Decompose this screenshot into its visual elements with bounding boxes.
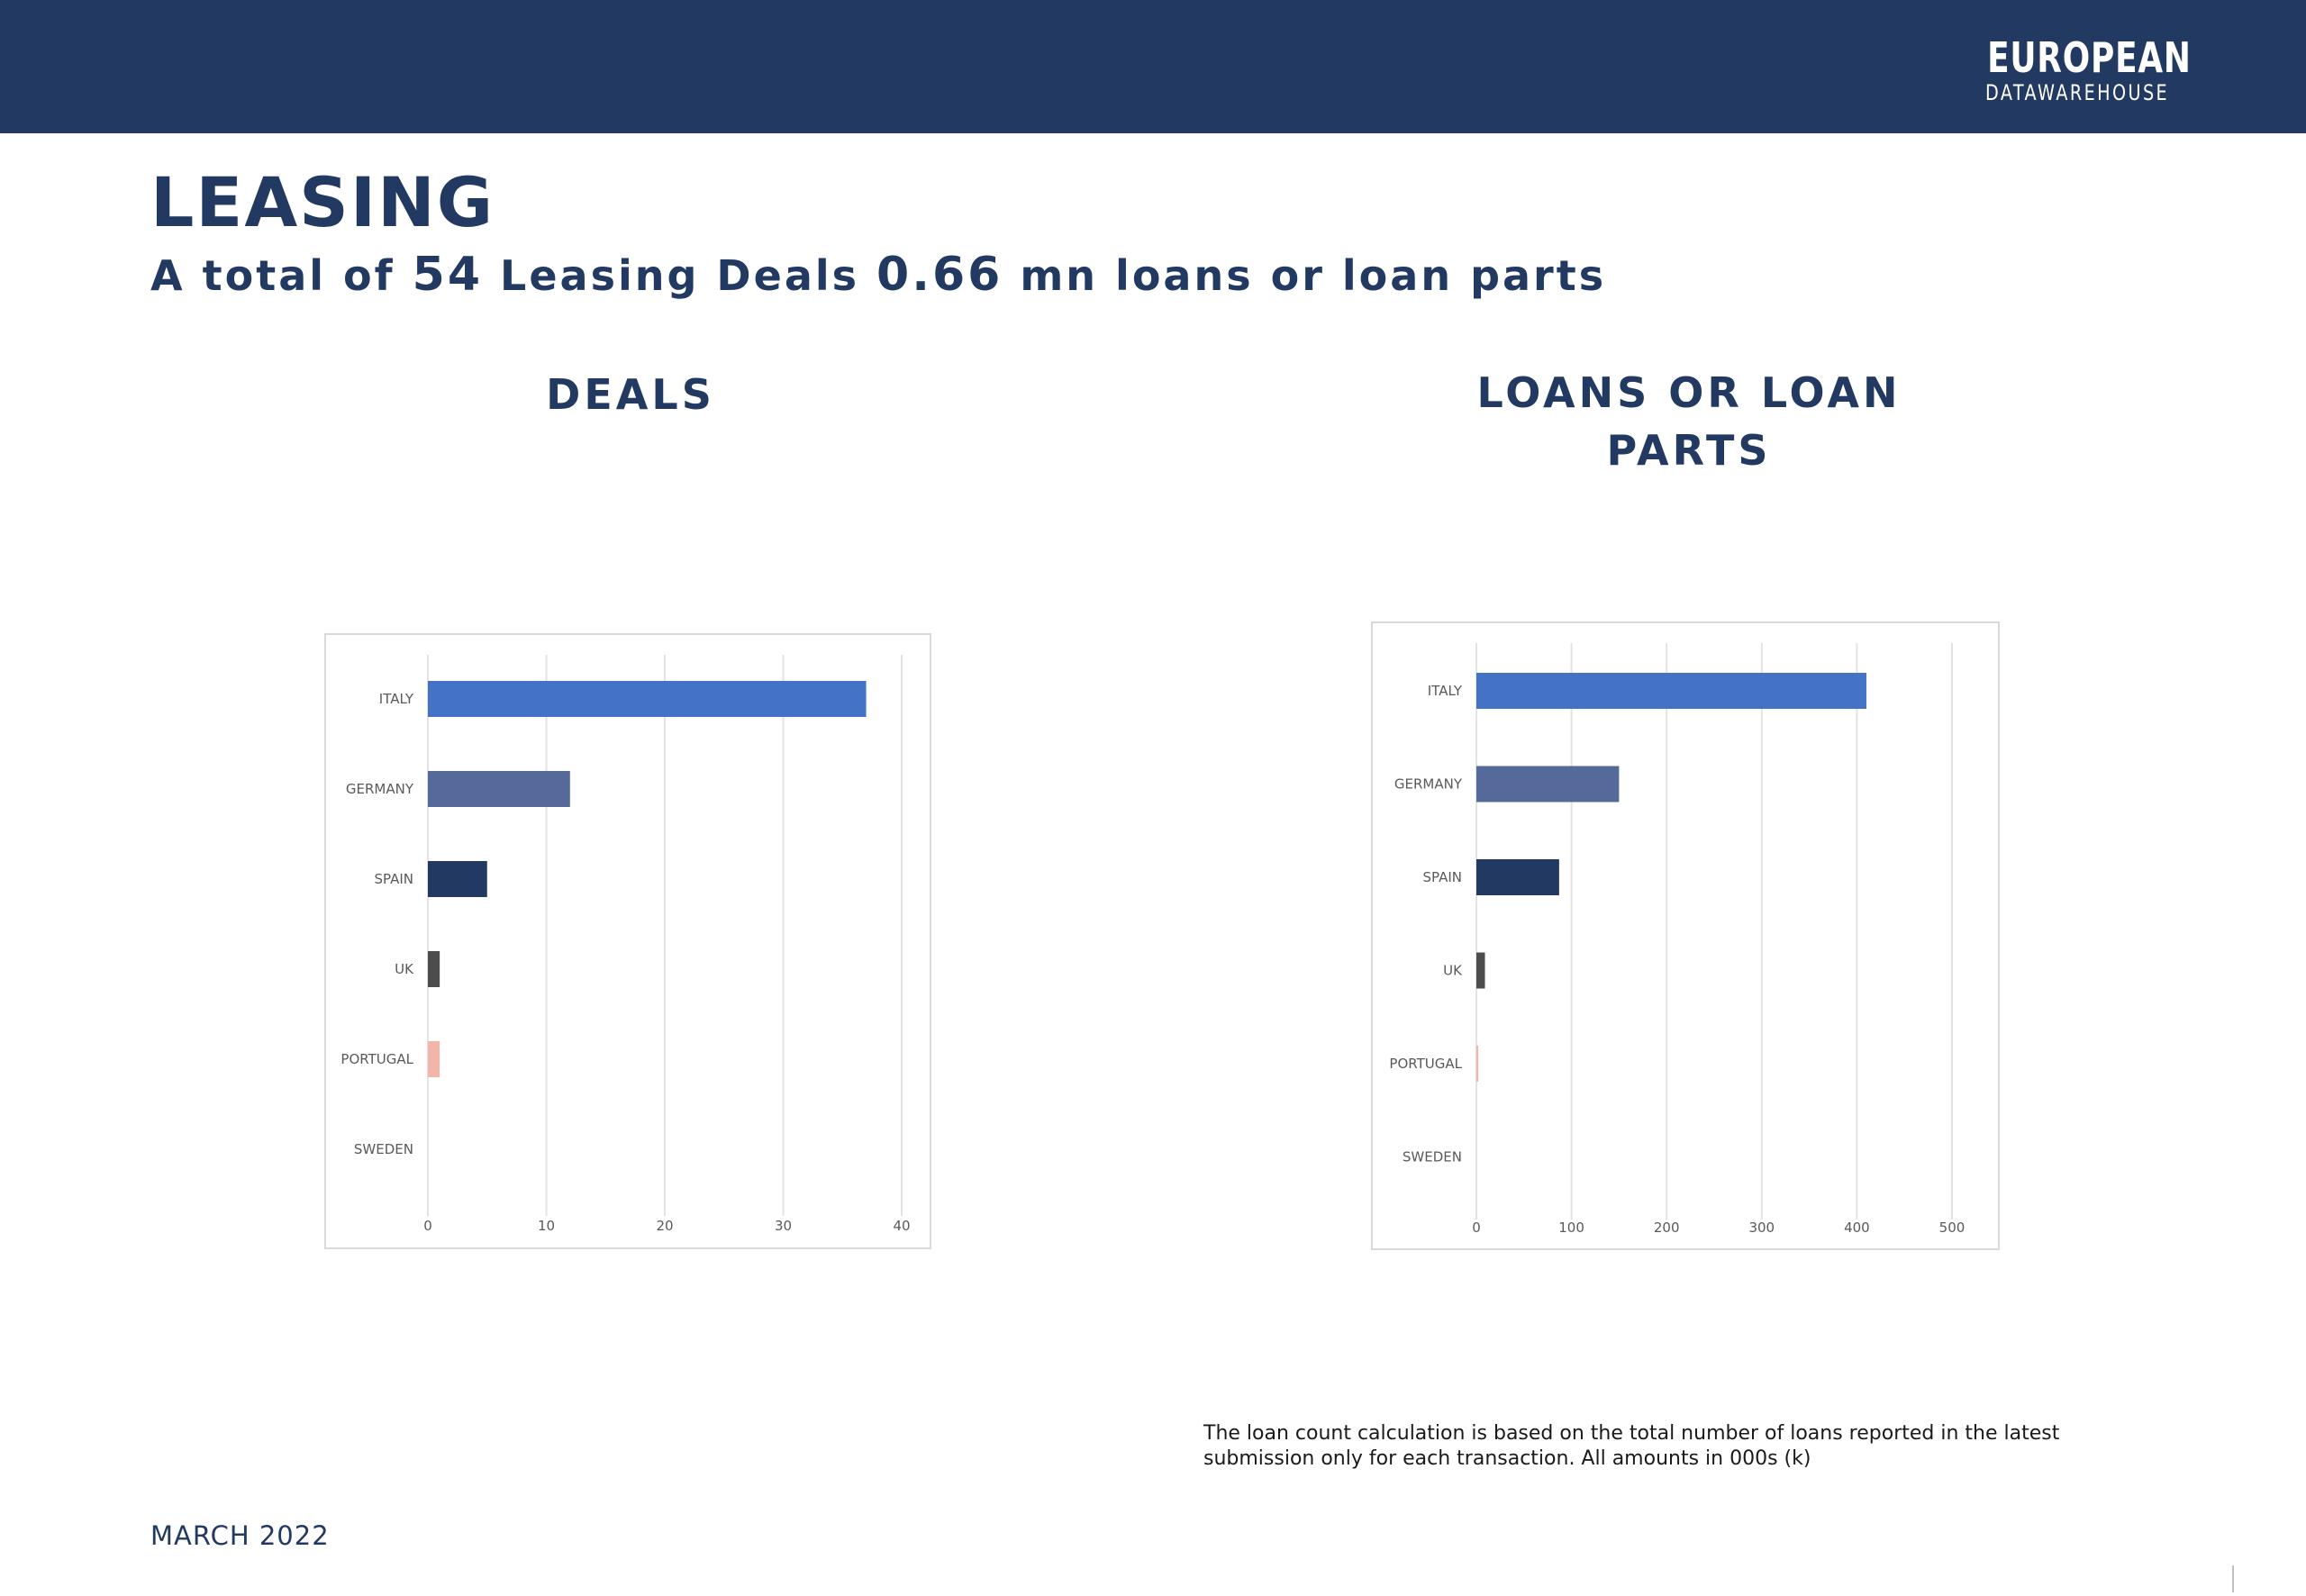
summary-subtitle: A total of 54 Leasing Deals 0.66 mn loan…: [150, 248, 1606, 303]
deals-category-label-italy: ITALY: [379, 691, 414, 707]
loans-tick-label-3: 300: [1748, 1220, 1775, 1236]
footnote: The loan count calculation is based on t…: [1203, 1422, 2060, 1470]
deals-category-label-spain: SPAIN: [374, 871, 413, 887]
loans-count: 0.66: [876, 248, 1003, 302]
subtitle-prefix: A total of: [150, 251, 395, 300]
loans-tick-label-4: 400: [1844, 1220, 1870, 1236]
deals-tick-label-1: 10: [538, 1218, 555, 1234]
loans-category-label-germany: GERMANY: [1394, 776, 1463, 793]
deals-bar-portugal: [428, 1041, 440, 1077]
loans-chart-svg: 0 100 200 300 400 500 ITALY GERMANY SPAIN UK PORTU…: [1389, 643, 1966, 1236]
page-title: LEASING: [150, 162, 495, 242]
header-bar: EUROPEAN DATAWAREHOUSE: [0, 0, 2306, 133]
deals-chart: 0 10 20 30 40 ITALY GERMANY SPAIN UK PORTUGAL SWED…: [324, 633, 931, 1249]
deals-tick-label-0: 0: [423, 1218, 432, 1234]
deals-bar-germany: [428, 771, 570, 807]
deals-bar-uk: [428, 951, 440, 987]
loans-bar-uk: [1476, 952, 1485, 989]
loans-chart-title: LOANS OR LOAN PARTS: [1476, 368, 1902, 475]
loans-category-label-uk: UK: [1443, 963, 1463, 979]
logo-text-bottom: DATAWAREHOUSE: [1985, 80, 2170, 105]
deals-bar-italy: [428, 681, 867, 717]
report-date: MARCH 2022: [150, 1520, 330, 1551]
loans-category-label-spain: SPAIN: [1422, 869, 1462, 885]
company-logo: EUROPEAN DATAWAREHOUSE: [1966, 33, 2192, 105]
logo-text-top: EUROPEAN: [1987, 33, 2192, 82]
deals-tick-label-3: 30: [775, 1218, 792, 1234]
deals-bar-spain: [428, 861, 487, 897]
loans-tick-label-2: 200: [1654, 1220, 1680, 1236]
deals-count: 54: [412, 248, 484, 302]
deals-tick-label-4: 40: [893, 1218, 910, 1234]
loans-bar-portugal: [1476, 1046, 1479, 1082]
loans-bar-germany: [1476, 766, 1620, 803]
deals-tick-label-2: 20: [656, 1218, 673, 1234]
deals-category-label-portugal: PORTUGAL: [340, 1051, 413, 1067]
loans-category-label-portugal: PORTUGAL: [1389, 1056, 1462, 1072]
loans-bar-italy: [1476, 673, 1866, 709]
deals-category-label-uk: UK: [395, 961, 414, 977]
deals-category-label-germany: GERMANY: [346, 781, 414, 797]
loans-tick-label-1: 100: [1558, 1220, 1584, 1236]
loans-category-label-sweden: SWEDEN: [1403, 1149, 1462, 1165]
subtitle-middle: Leasing Deals: [500, 251, 860, 300]
loans-tick-label-5: 500: [1939, 1220, 1966, 1236]
deals-chart-svg: 0 10 20 30 40 ITALY GERMANY SPAIN UK PORTUGAL SWED…: [340, 655, 911, 1234]
loans-chart: 0 100 200 300 400 500 ITALY GERMANY SPAIN UK PORTU…: [1371, 621, 2000, 1250]
loans-bar-spain: [1476, 859, 1559, 895]
loans-tick-label-0: 0: [1472, 1220, 1481, 1236]
deals-chart-title: DEALS: [546, 370, 715, 419]
subtitle-suffix: mn loans or loan parts: [1020, 251, 1607, 300]
page-divider: [2232, 1565, 2234, 1592]
loans-category-label-italy: ITALY: [1428, 683, 1463, 699]
deals-category-label-sweden: SWEDEN: [354, 1141, 413, 1157]
